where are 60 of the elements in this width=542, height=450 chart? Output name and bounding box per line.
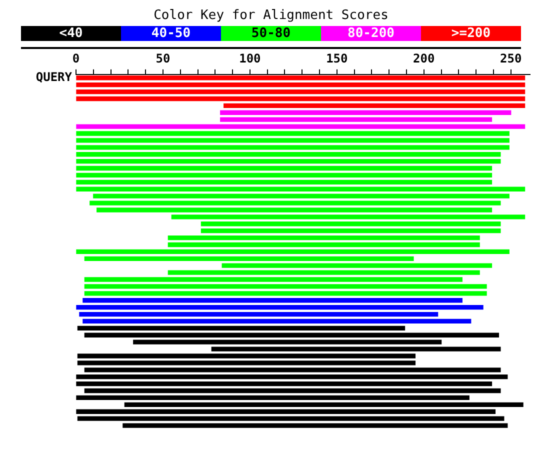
bar [168, 235, 480, 240]
bar [76, 409, 496, 414]
bar [82, 318, 472, 324]
bar [222, 263, 492, 268]
bar [84, 291, 487, 296]
x-tick-label: 150 [326, 51, 348, 66]
x-tick-label: 250 [500, 51, 522, 66]
bar [84, 368, 501, 372]
bar [76, 374, 508, 380]
bar [76, 186, 526, 192]
bar [224, 103, 526, 108]
bar [76, 249, 510, 254]
bar [79, 312, 438, 317]
bar [124, 402, 524, 407]
bar [76, 124, 526, 129]
color-key: <40 40-50 50-80 80-200 >=200 [21, 26, 521, 41]
bar [171, 214, 526, 220]
bar [76, 131, 510, 136]
bar [168, 270, 480, 275]
bar [76, 395, 470, 400]
bar [76, 145, 510, 150]
bar [77, 360, 416, 366]
bar [76, 96, 526, 102]
x-tick-label: 50 [156, 51, 170, 66]
bar [96, 208, 492, 212]
bar [76, 158, 501, 164]
x-tick-label: 0 [72, 51, 80, 66]
bar [76, 180, 492, 184]
bar [168, 242, 480, 248]
bar [76, 304, 484, 310]
bar [76, 89, 526, 94]
bar [200, 228, 501, 234]
bar [84, 256, 414, 261]
bar [84, 388, 501, 394]
bar [76, 76, 526, 80]
bar [76, 82, 526, 88]
x-tick-label: 100 [239, 51, 261, 66]
bar [220, 110, 512, 115]
text: QUERY [36, 70, 73, 84]
bar [76, 138, 510, 143]
bar [77, 354, 416, 358]
bar [90, 200, 501, 206]
bar [77, 326, 406, 331]
x-tick-label: 200 [413, 51, 435, 66]
bar [84, 332, 500, 338]
bar [93, 194, 510, 198]
bar [220, 117, 492, 122]
bar [211, 346, 501, 352]
bar [133, 340, 442, 344]
bar [82, 298, 462, 303]
bar [122, 423, 508, 428]
bar [200, 222, 501, 226]
chart-title: Color Key for Alignment Scores [152, 8, 390, 23]
bar [77, 416, 504, 421]
bar [76, 166, 492, 171]
bar [76, 381, 492, 386]
bar [84, 277, 462, 282]
bar [76, 172, 492, 178]
bar [76, 152, 501, 157]
bar [84, 284, 487, 289]
